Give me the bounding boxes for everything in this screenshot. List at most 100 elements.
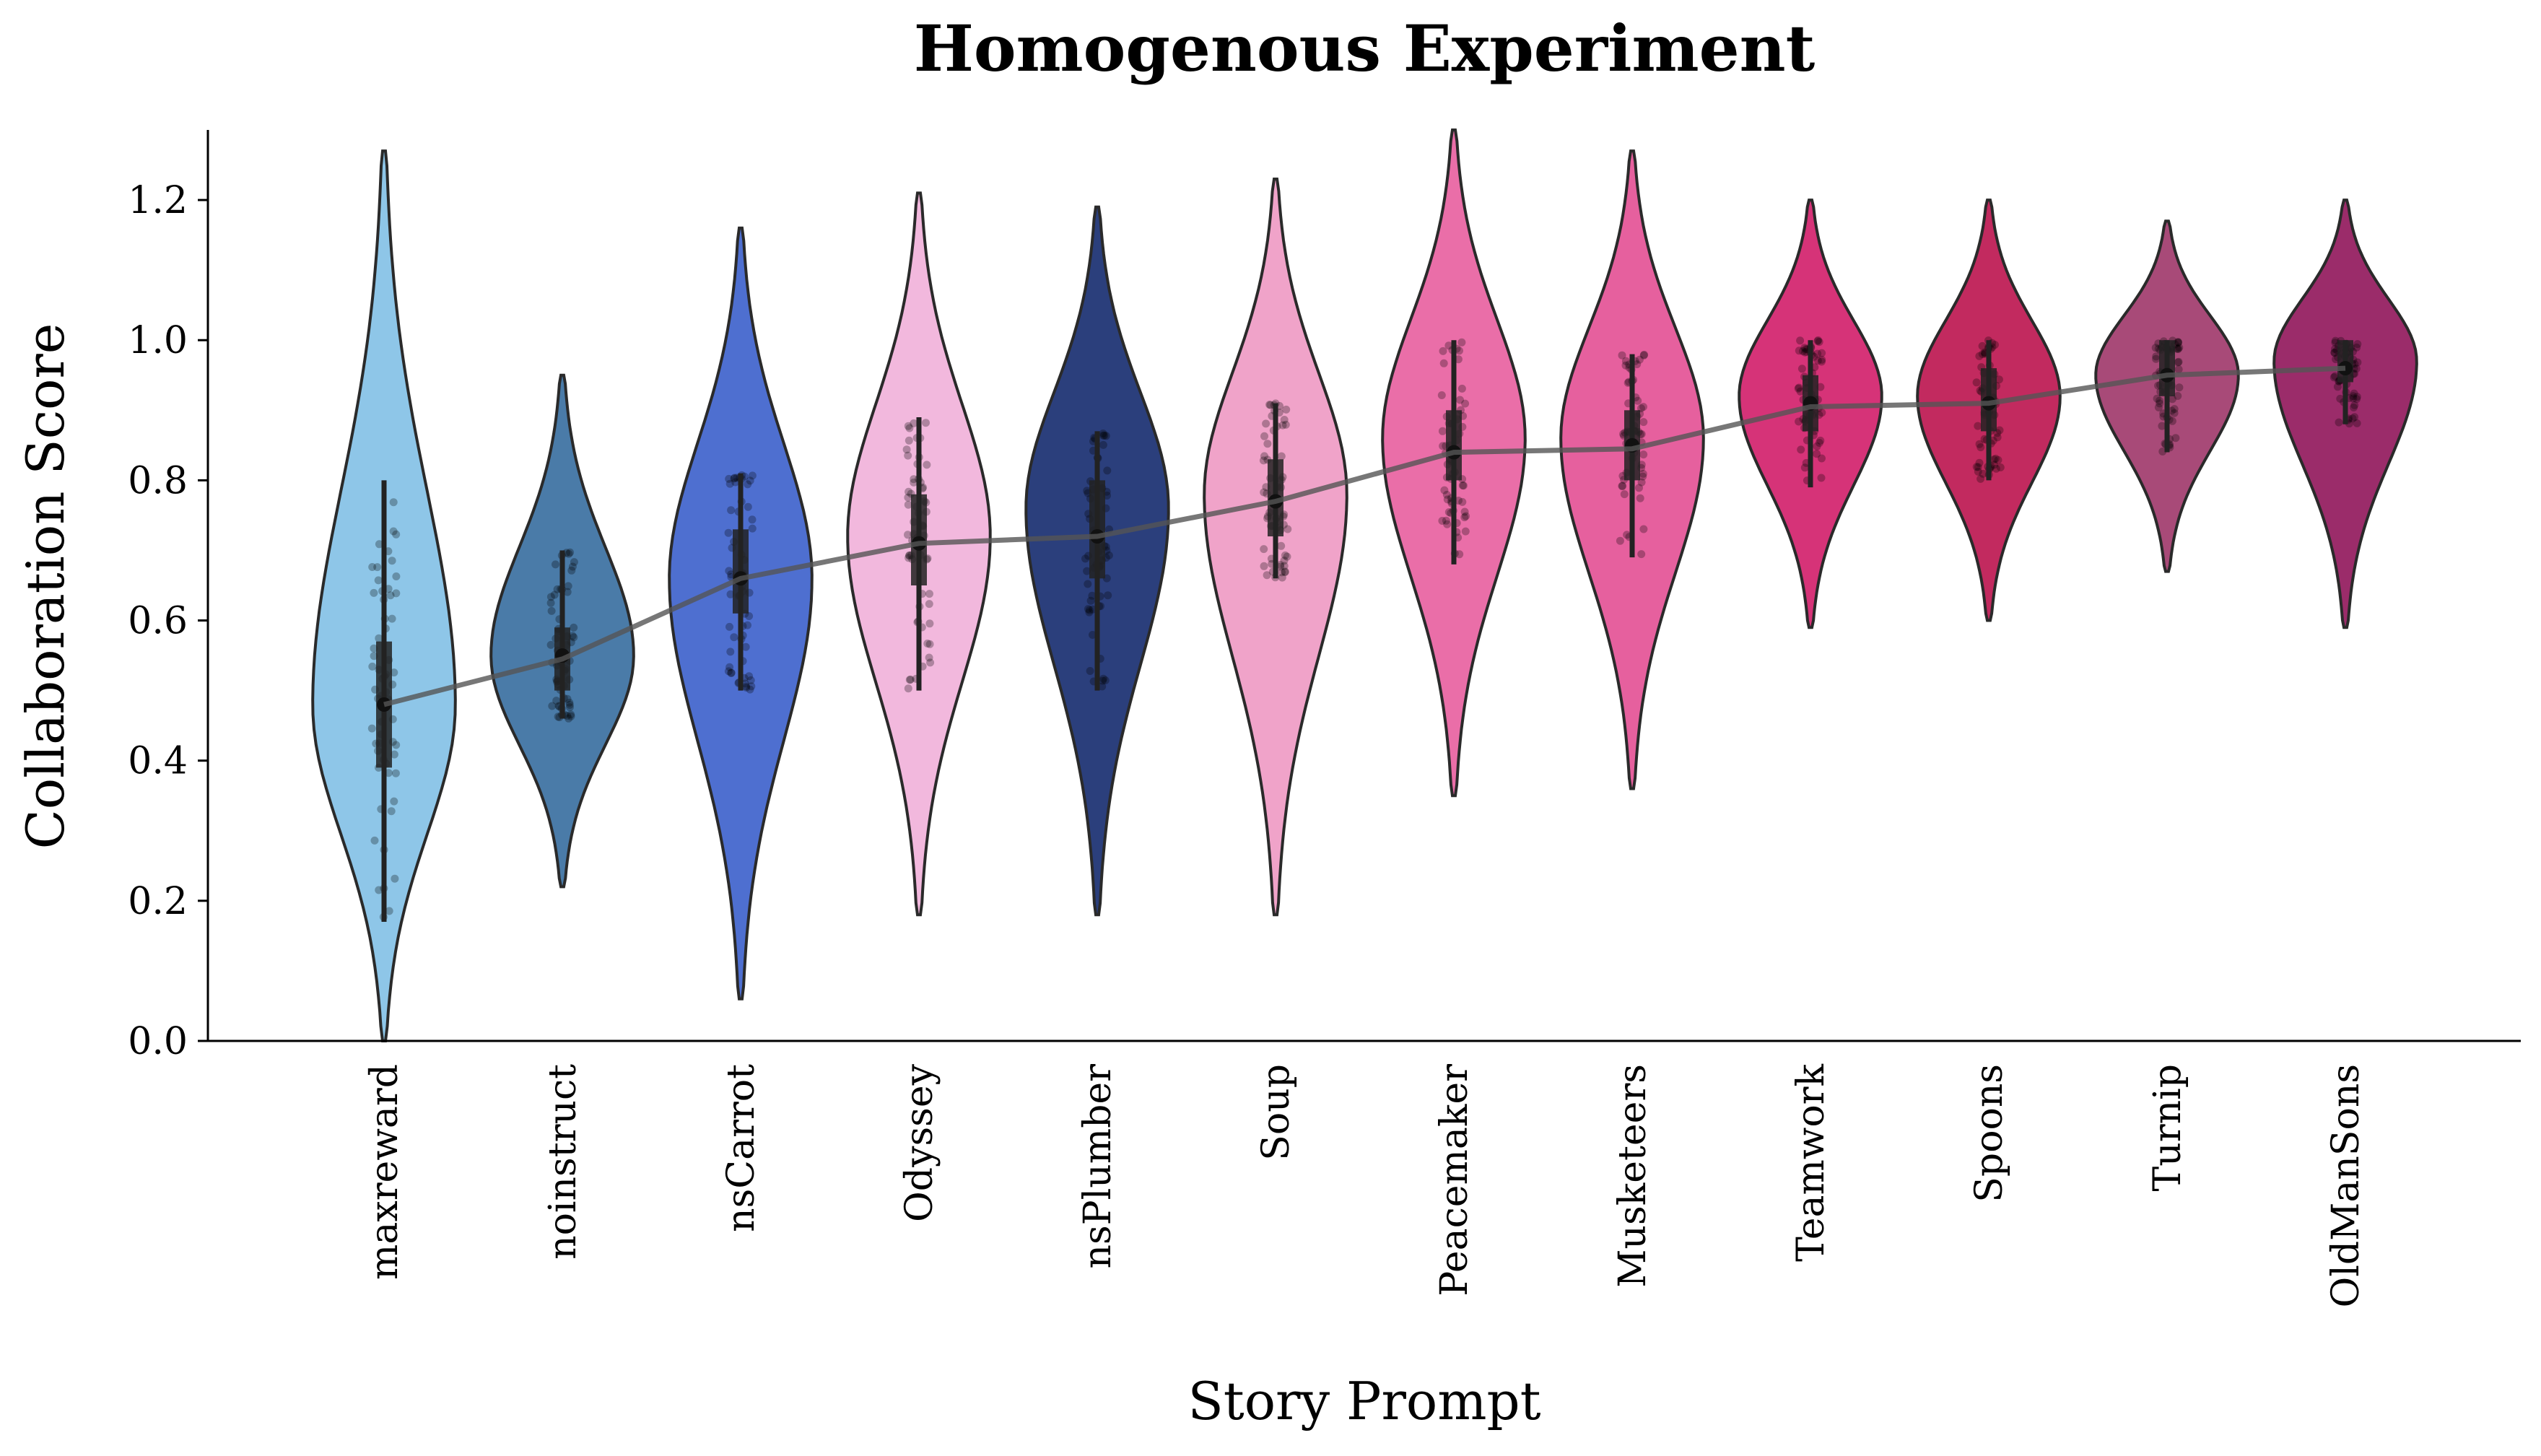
data-point bbox=[1456, 396, 1464, 404]
data-point bbox=[905, 436, 913, 445]
data-point bbox=[552, 560, 559, 569]
data-point bbox=[731, 474, 738, 482]
data-point bbox=[1800, 463, 1809, 472]
data-point bbox=[1623, 531, 1631, 539]
data-point bbox=[1618, 351, 1626, 359]
data-point bbox=[1260, 545, 1268, 554]
data-point bbox=[390, 668, 398, 677]
data-point bbox=[1797, 445, 1805, 454]
data-point bbox=[565, 714, 573, 723]
y-tick-label: 0.0 bbox=[128, 1020, 188, 1063]
data-point bbox=[388, 557, 396, 565]
data-point bbox=[392, 572, 401, 580]
data-point bbox=[744, 621, 751, 629]
data-point bbox=[1978, 341, 1987, 350]
data-point bbox=[747, 682, 756, 691]
data-point bbox=[1817, 474, 1826, 482]
data-point bbox=[375, 634, 383, 642]
median-OldManSons bbox=[2338, 361, 2353, 376]
data-point bbox=[1455, 497, 1463, 505]
y-tick-label: 1.0 bbox=[128, 319, 188, 362]
data-point bbox=[1795, 346, 1803, 355]
data-point bbox=[550, 590, 559, 599]
data-point bbox=[1974, 467, 1982, 476]
data-point bbox=[1265, 401, 1274, 409]
data-point bbox=[2156, 399, 2164, 408]
data-point bbox=[1281, 567, 1289, 576]
data-point bbox=[563, 694, 572, 703]
data-point bbox=[1800, 348, 1809, 357]
data-point bbox=[1979, 469, 1987, 478]
data-point bbox=[2353, 343, 2361, 352]
data-point bbox=[2350, 389, 2358, 398]
data-point bbox=[2170, 409, 2179, 417]
data-point bbox=[1813, 349, 1822, 358]
x-tick-label-maxreward: maxreward bbox=[363, 1064, 406, 1280]
data-point bbox=[2331, 372, 2340, 380]
x-axis-label: Story Prompt bbox=[1187, 1371, 1540, 1431]
data-point bbox=[392, 741, 401, 749]
data-point bbox=[731, 478, 740, 487]
data-point bbox=[2353, 340, 2362, 349]
data-point bbox=[1444, 508, 1453, 516]
data-point bbox=[1639, 450, 1648, 459]
data-point bbox=[1818, 454, 1826, 463]
data-point bbox=[2151, 344, 2160, 352]
data-point bbox=[1994, 455, 2002, 464]
data-point bbox=[1280, 416, 1289, 424]
data-point bbox=[1972, 463, 1981, 471]
data-point bbox=[727, 668, 736, 677]
data-point bbox=[1089, 631, 1097, 639]
data-point bbox=[570, 633, 578, 642]
data-point bbox=[547, 606, 556, 615]
data-point bbox=[1439, 359, 1448, 367]
data-point bbox=[725, 474, 733, 483]
data-point bbox=[1813, 357, 1822, 365]
data-point bbox=[724, 528, 733, 537]
data-point bbox=[1101, 676, 1110, 684]
data-point bbox=[2175, 383, 2184, 392]
data-point bbox=[1818, 357, 1826, 366]
data-point bbox=[904, 500, 912, 509]
data-point bbox=[2168, 406, 2176, 415]
data-point bbox=[1086, 596, 1095, 605]
data-point bbox=[566, 548, 575, 557]
data-point bbox=[1621, 357, 1630, 365]
data-point bbox=[725, 663, 734, 671]
data-point bbox=[387, 807, 396, 816]
data-point bbox=[1280, 562, 1289, 570]
data-point bbox=[1260, 452, 1268, 461]
data-point bbox=[1260, 562, 1268, 570]
data-point bbox=[1975, 458, 1984, 467]
data-point bbox=[905, 487, 913, 496]
data-point bbox=[565, 549, 573, 558]
data-point bbox=[1797, 365, 1806, 373]
data-point bbox=[1277, 452, 1286, 461]
data-point bbox=[2350, 413, 2359, 422]
data-point bbox=[374, 576, 383, 585]
data-point bbox=[1443, 520, 1452, 528]
data-point bbox=[2353, 419, 2361, 427]
data-point bbox=[1281, 551, 1289, 559]
data-point bbox=[563, 712, 572, 720]
data-point bbox=[1460, 513, 1469, 522]
data-point bbox=[2174, 338, 2183, 346]
data-point bbox=[1818, 409, 1826, 417]
data-point bbox=[1989, 455, 1998, 464]
chart-title: Homogenous Experiment bbox=[914, 11, 1816, 86]
data-point bbox=[925, 600, 933, 609]
data-point bbox=[727, 506, 736, 515]
data-point bbox=[1259, 456, 1268, 465]
data-point bbox=[2329, 373, 2338, 382]
data-point bbox=[1083, 487, 1091, 495]
x-tick-label-Peacemaker: Peacemaker bbox=[1433, 1064, 1476, 1296]
data-point bbox=[1461, 527, 1470, 536]
data-point bbox=[564, 582, 572, 590]
data-point bbox=[2335, 418, 2343, 427]
data-point bbox=[1437, 391, 1446, 399]
data-point bbox=[1104, 591, 1112, 600]
data-point bbox=[2171, 434, 2180, 443]
data-point bbox=[1992, 464, 2000, 473]
x-tick-label-Soup: Soup bbox=[1255, 1064, 1298, 1161]
